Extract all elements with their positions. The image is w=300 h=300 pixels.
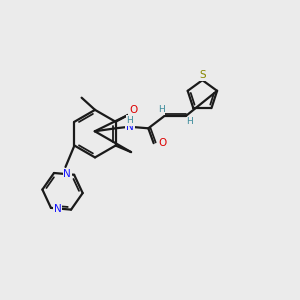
Text: O: O (159, 138, 167, 148)
Text: H: H (127, 116, 133, 125)
Text: N: N (126, 122, 134, 132)
Text: H: H (186, 117, 193, 126)
Text: N: N (63, 169, 71, 178)
Text: H: H (158, 105, 164, 114)
Text: S: S (200, 70, 206, 80)
Text: N: N (54, 204, 62, 214)
Text: O: O (129, 105, 137, 115)
